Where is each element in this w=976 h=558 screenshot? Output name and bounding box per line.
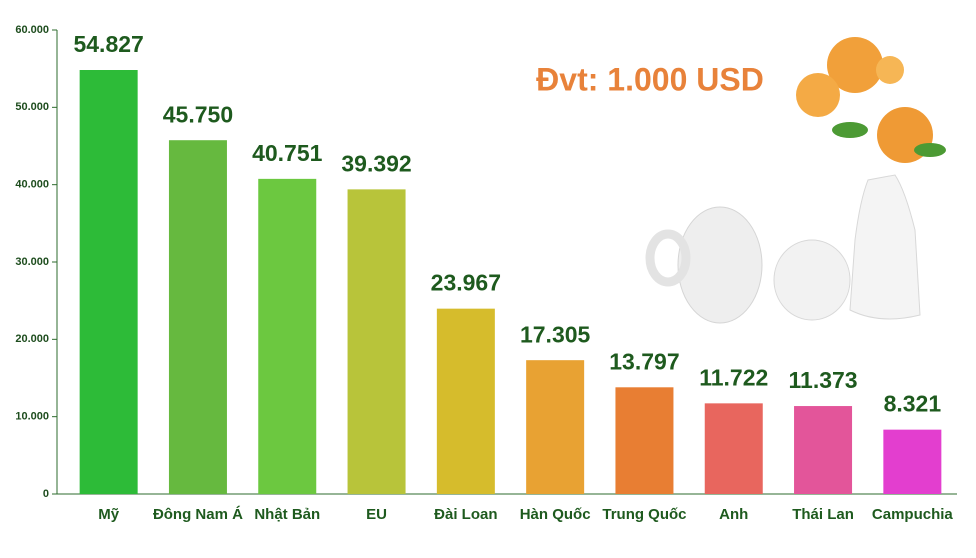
y-tick-label: 10.000 — [15, 411, 49, 423]
bar — [168, 140, 227, 494]
value-label: 39.392 — [341, 150, 411, 176]
x-tick-label: Anh — [719, 506, 748, 523]
y-tick-label: 0 — [43, 488, 49, 500]
value-label: 45.750 — [163, 101, 233, 127]
annotation: Đvt: 1.000 USD — [536, 61, 764, 97]
value-label: 8.321 — [884, 391, 942, 417]
bar — [258, 178, 317, 494]
y-tick-label: 20.000 — [15, 333, 49, 345]
y-tick-label: 30.000 — [15, 256, 49, 268]
value-label: 17.305 — [520, 321, 591, 347]
y-tick-label: 60.000 — [15, 24, 49, 36]
value-label: 13.797 — [609, 348, 679, 374]
bar — [526, 360, 585, 494]
x-tick-label: Nhật Bản — [254, 506, 320, 523]
bar — [615, 387, 674, 494]
value-label: 11.722 — [699, 364, 768, 390]
x-tick-label: EU — [366, 506, 387, 523]
value-label: 11.373 — [789, 367, 858, 393]
value-label: 23.967 — [431, 270, 501, 296]
decor-image — [645, 37, 946, 324]
value-label: 40.751 — [252, 140, 323, 166]
x-tick-label: Đài Loan — [434, 506, 497, 523]
bar — [436, 308, 495, 494]
x-tick-label: Trung Quốc — [602, 506, 686, 523]
x-tick-label: Đông Nam Á — [153, 506, 243, 523]
bar — [704, 403, 763, 494]
y-tick-label: 40.000 — [15, 179, 49, 191]
y-tick-label: 50.000 — [15, 101, 49, 113]
x-tick-label: Hàn Quốc — [520, 506, 591, 523]
x-tick-label: Thái Lan — [792, 506, 854, 523]
x-tick-label: Campuchia — [872, 506, 954, 523]
bar — [79, 70, 138, 495]
value-label: 54.827 — [73, 31, 143, 57]
bar — [794, 406, 853, 494]
x-tick-label: Mỹ — [98, 506, 119, 523]
bar — [347, 189, 406, 494]
bar — [883, 429, 942, 494]
